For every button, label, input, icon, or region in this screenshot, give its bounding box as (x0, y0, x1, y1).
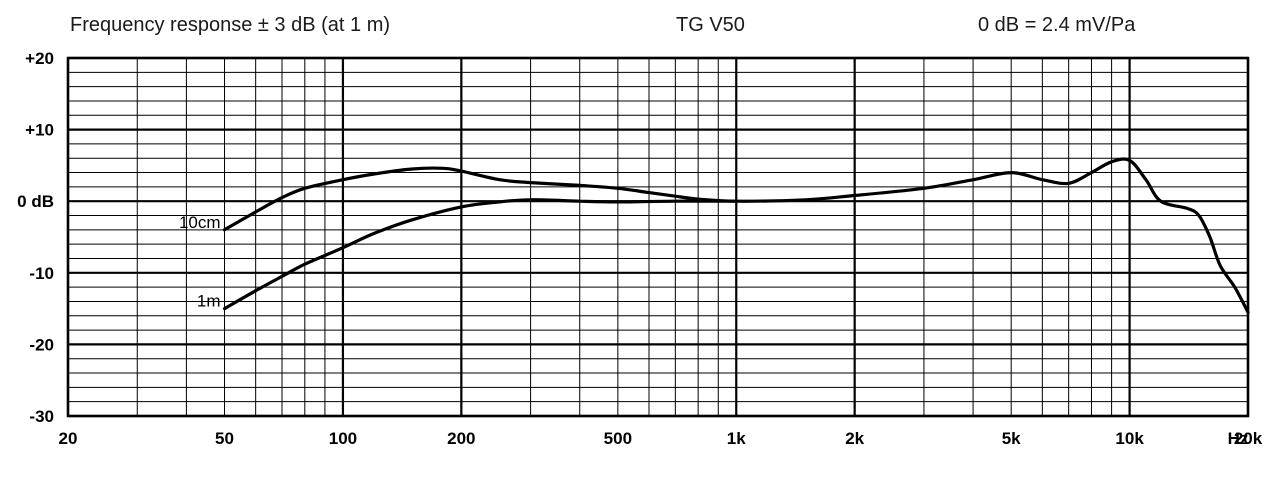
chart-header-left: Frequency response ± 3 dB (at 1 m) (70, 14, 391, 36)
y-tick-label: -10 (29, 264, 54, 283)
y-tick-label: +10 (25, 121, 54, 140)
chart-header-reference: 0 dB = 2.4 mV/Pa (978, 14, 1136, 36)
series-line-1m (222, 198, 738, 311)
plot-frame (66, 56, 1250, 418)
x-tick-label: 20k (1234, 429, 1263, 448)
series-line-10cm (222, 157, 1250, 314)
curve-label-10cm: 10cm (179, 213, 221, 232)
x-tick-label: 50 (215, 429, 234, 448)
minor-grid (68, 58, 1248, 416)
curve-label-1m: 1m (197, 292, 221, 311)
series-layer (222, 157, 1250, 314)
x-tick-label: 1k (727, 429, 746, 448)
y-tick-label: 0 dB (17, 192, 54, 211)
x-tick-label: 10k (1115, 429, 1144, 448)
y-tick-labels: +20 +10 0 dB -10 -20 -30 (17, 49, 54, 426)
x-axis-unit: Hz (1228, 429, 1249, 448)
x-tick-label: 5k (1002, 429, 1021, 448)
x-tick-label: 100 (329, 429, 357, 448)
x-tick-label: 200 (447, 429, 475, 448)
curve-labels: 10cm 1m (179, 213, 221, 311)
y-tick-label: +20 (25, 49, 54, 68)
x-tick-label: 500 (604, 429, 632, 448)
y-tick-label: -30 (29, 407, 54, 426)
chart-header-model: TG V50 (676, 14, 745, 36)
y-tick-label: -20 (29, 335, 54, 354)
x-tick-label: 20 (59, 429, 78, 448)
x-tick-label: 2k (845, 429, 864, 448)
major-grid (66, 56, 1250, 418)
